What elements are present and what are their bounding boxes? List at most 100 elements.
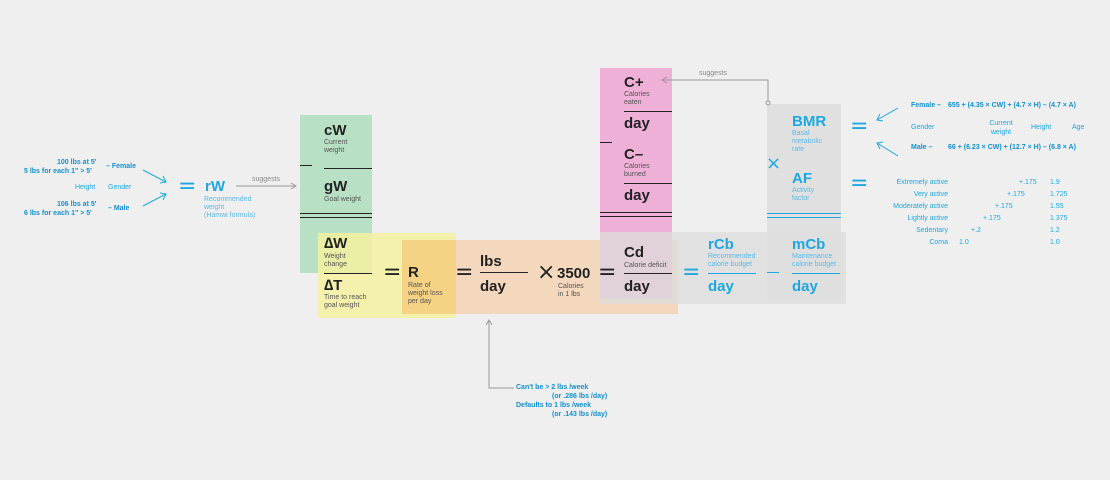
equals-sign: = bbox=[383, 260, 402, 285]
times-sign: × bbox=[766, 153, 782, 174]
cd-divider bbox=[624, 273, 672, 274]
male-formula: 66 + (6.23 × CW) + (12.7 × H) – (6.8 × A… bbox=[948, 144, 1076, 151]
dt-desc: Time to reach goal weight bbox=[324, 294, 367, 309]
activity-label: Lightly active bbox=[907, 215, 948, 222]
dw-dt-divider bbox=[324, 273, 372, 274]
rw-desc: Recommended weight (Hamwi formula) bbox=[204, 196, 256, 219]
cplus-symbol: C+ bbox=[624, 74, 644, 91]
suggests-label: suggests bbox=[252, 176, 281, 183]
height-label: Height bbox=[75, 184, 96, 191]
equals-bar-1 bbox=[600, 212, 672, 213]
cd-day: day bbox=[624, 278, 650, 295]
rate-note-line2: (or .286 lbs /day) bbox=[552, 393, 608, 400]
rate-gold-box bbox=[402, 240, 456, 314]
equals-bar-1 bbox=[767, 213, 841, 214]
r-symbol: R bbox=[408, 264, 419, 281]
equals-sign: = bbox=[178, 174, 197, 199]
gw-symbol: gW bbox=[324, 178, 348, 195]
times-sign: × bbox=[537, 260, 556, 285]
r-desc: Rate of weight loss per day bbox=[408, 282, 443, 305]
activity-delta: +.175 bbox=[983, 215, 1001, 222]
activity-delta: +.175 bbox=[1007, 191, 1025, 198]
female-label: – Female bbox=[106, 163, 136, 170]
activity-value: 1.55 bbox=[1050, 203, 1064, 210]
calories-per-lb-desc: Calories in 1 lbs bbox=[558, 283, 584, 298]
rcb-day: day bbox=[708, 278, 734, 295]
cd-desc: Calorie deficit bbox=[624, 262, 667, 269]
lbs-numerator: lbs bbox=[480, 253, 502, 270]
dt-symbol: ∆T bbox=[324, 277, 343, 294]
formula-weight-label: Current weight bbox=[989, 120, 1013, 136]
bmr-desc: Basal metabolic rate bbox=[792, 130, 822, 153]
equals-sign: = bbox=[598, 260, 617, 285]
mcb-symbol: mCb bbox=[792, 236, 826, 253]
af-desc: Activity factor bbox=[792, 187, 815, 202]
male-label: – Male bbox=[108, 205, 130, 212]
mcb-desc: Maintenance calorie budget bbox=[792, 253, 836, 268]
gender-label: Gender bbox=[108, 184, 132, 191]
activity-label: Moderately active bbox=[893, 203, 948, 210]
rate-note-line3: Defaults to 1 lbs /week bbox=[516, 402, 592, 409]
activity-delta: +.175 bbox=[1019, 179, 1037, 186]
equals-bar-1 bbox=[300, 213, 372, 214]
male-formula-label: Male – bbox=[911, 144, 933, 151]
equals-bar-2 bbox=[600, 216, 672, 217]
activity-value: 1.0 bbox=[1050, 239, 1060, 246]
male-rule-2: 6 lbs for each 1" > 5' bbox=[24, 210, 92, 217]
activity-delta: +.2 bbox=[971, 227, 981, 234]
af-symbol: AF bbox=[792, 170, 812, 187]
cplus-divider bbox=[624, 111, 672, 112]
gw-desc: Goal weight bbox=[324, 196, 361, 203]
equals-sign: = bbox=[850, 171, 869, 196]
minus-sign bbox=[600, 142, 612, 143]
cplus-desc: Calories eaten bbox=[624, 91, 650, 106]
formula-age-label: Age bbox=[1072, 124, 1085, 131]
rate-note-line4: (or .143 lbs /day) bbox=[552, 411, 608, 418]
activity-value: 1.2 bbox=[1050, 227, 1060, 234]
cminus-desc: Calories burned bbox=[624, 163, 650, 178]
bmr-symbol: BMR bbox=[792, 113, 827, 130]
cd-symbol: Cd bbox=[624, 244, 644, 261]
activity-value: 1.375 bbox=[1050, 215, 1068, 222]
cw-divider bbox=[324, 168, 372, 169]
equals-bar-2 bbox=[767, 217, 841, 218]
cw-symbol: cW bbox=[324, 122, 347, 139]
rcb-desc: Recommended calorie budget bbox=[708, 253, 756, 268]
activity-label: Sedentary bbox=[916, 227, 948, 234]
cplus-day: day bbox=[624, 115, 650, 132]
activity-value: 1.9 bbox=[1050, 179, 1060, 186]
day-denominator: day bbox=[480, 278, 506, 295]
cminus-divider bbox=[624, 183, 672, 184]
rate-note-line1: Can't be > 2 lbs /week bbox=[516, 384, 589, 391]
activity-delta: 1.0 bbox=[959, 239, 969, 246]
dw-symbol: ∆W bbox=[324, 235, 348, 252]
equals-bar-2 bbox=[300, 217, 372, 218]
female-rule-2: 5 lbs for each 1" > 5' bbox=[24, 168, 92, 175]
male-rule-1: 106 lbs at 5' bbox=[57, 201, 97, 208]
rcb-divider bbox=[708, 273, 756, 274]
activity-delta: +.175 bbox=[995, 203, 1013, 210]
suggests-label: suggests bbox=[699, 70, 728, 77]
equals-sign: = bbox=[455, 260, 474, 285]
female-rule-1: 100 lbs at 5' bbox=[57, 159, 97, 166]
minus-sign bbox=[767, 272, 779, 273]
cminus-symbol: C– bbox=[624, 146, 644, 163]
formula-height-label: Height bbox=[1031, 124, 1052, 131]
minus-sign bbox=[300, 165, 312, 166]
cminus-day: day bbox=[624, 187, 650, 204]
activity-value: 1.725 bbox=[1050, 191, 1068, 198]
rw-symbol: rW bbox=[205, 178, 225, 195]
cw-desc: Current weight bbox=[324, 139, 348, 154]
bmr-box bbox=[767, 104, 841, 300]
mcb-divider bbox=[792, 273, 840, 274]
lbs-day-divider bbox=[480, 272, 528, 273]
female-formula-label: Female – bbox=[911, 102, 941, 109]
rcb-symbol: rCb bbox=[708, 236, 734, 253]
activity-label: Extremely active bbox=[896, 179, 948, 186]
equals-sign: = bbox=[682, 260, 701, 285]
calories-per-lb-value: 3500 bbox=[557, 265, 591, 282]
equals-sign: = bbox=[850, 114, 869, 139]
activity-label: Very active bbox=[913, 191, 948, 198]
dw-desc: Weight change bbox=[324, 253, 347, 268]
